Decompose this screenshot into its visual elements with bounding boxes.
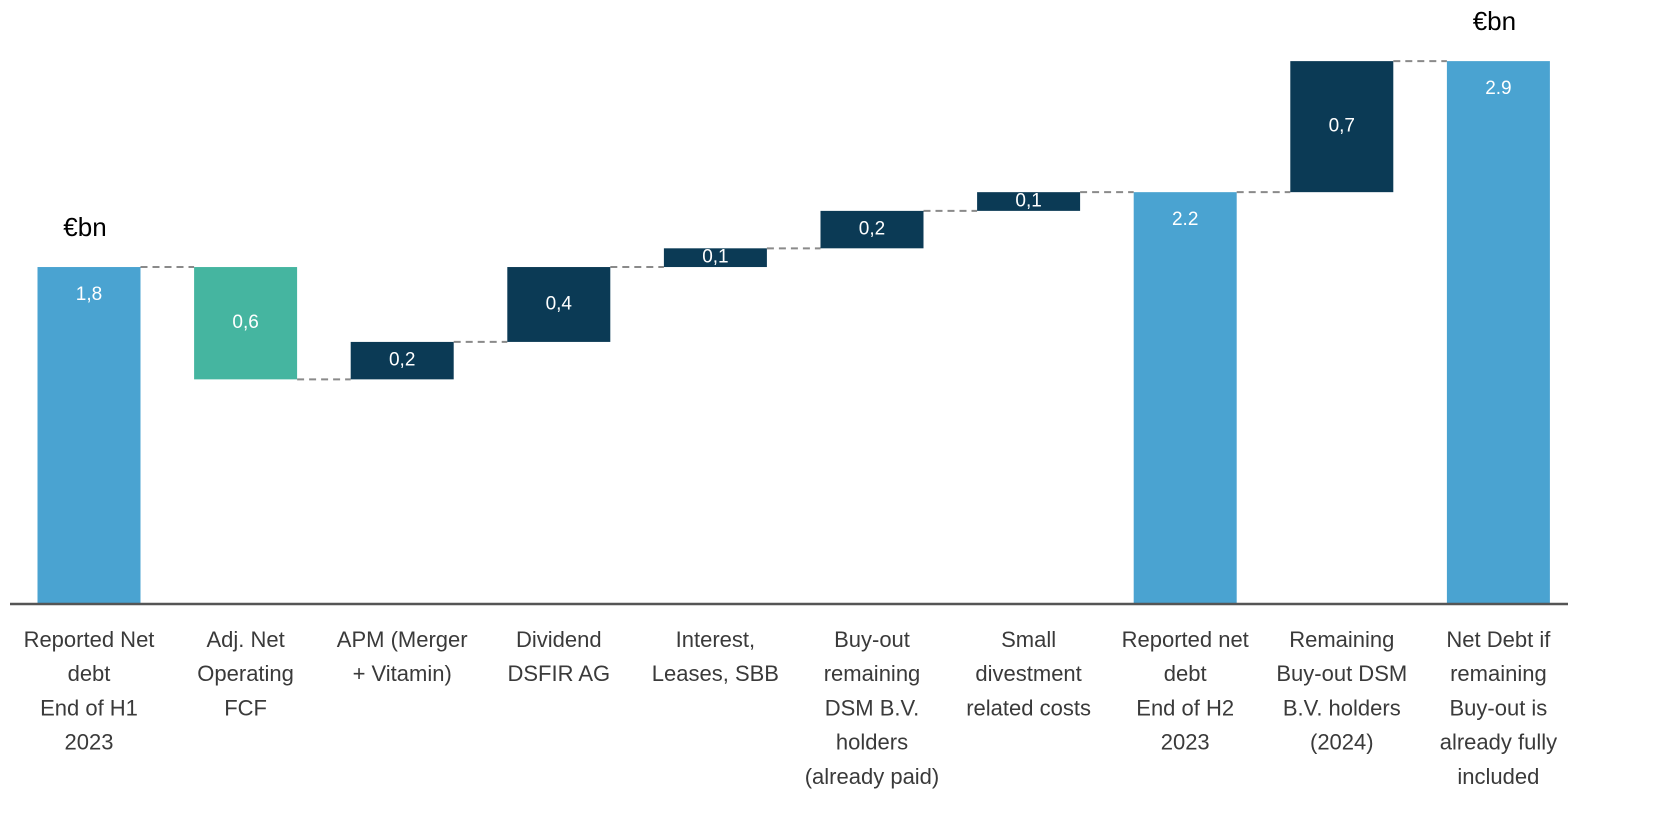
bar [1133,192,1237,604]
x-tick-label: 2023 [1161,730,1210,755]
x-tick-label: (2024) [1310,730,1374,755]
bar [977,192,1081,211]
x-tick-label: B.V. holders [1283,695,1401,720]
unit-label: €bn [1473,6,1516,36]
value-label: 0,1 [1015,191,1041,212]
x-tick-label: + Vitamin) [353,661,452,686]
x-tick-label: debt [68,661,111,686]
x-tick-label: remaining [824,661,921,686]
bar [194,267,298,380]
x-tick-label: Buy-out is [1449,695,1547,720]
x-tick-label: Reported net [1122,627,1249,652]
x-tick-label: Dividend [516,627,602,652]
x-tick-label: End of H2 [1136,695,1234,720]
x-tick-label: already fully [1440,730,1557,755]
x-tick-label: debt [1164,661,1207,686]
bar [1446,61,1550,605]
x-tick-label: Small [1001,627,1056,652]
value-label: 0,4 [546,293,573,314]
value-label: 0,2 [859,219,885,240]
x-tick-label: Remaining [1289,627,1394,652]
bar [350,341,454,380]
value-label: 0,2 [389,350,415,371]
bar [507,267,611,342]
x-tick-label: FCF [224,695,267,720]
x-tick-label: DSM B.V. [825,695,920,720]
x-tick-label: remaining [1450,661,1547,686]
x-tick-label: End of H1 [40,695,138,720]
x-tick-label: Buy-out [834,627,910,652]
x-tick-label: 2023 [65,730,114,755]
x-tick-label: Leases, SBB [652,661,779,686]
x-tick-label: Reported Net [24,627,155,652]
x-tick-label: related costs [966,695,1091,720]
value-label: 0,7 [1329,116,1355,137]
bar [1290,61,1394,193]
x-tick-label: Adj. Net [206,627,284,652]
value-label: 1,8 [76,284,102,305]
x-tick-label: Net Debt if [1446,627,1551,652]
value-label: 2.9 [1485,78,1511,99]
value-label: 0,6 [232,312,258,333]
x-tick-label: included [1457,764,1539,789]
bar [37,267,141,604]
bar [663,248,767,268]
unit-label: €bn [63,212,106,242]
x-tick-label: divestment [975,661,1081,686]
x-tick-label: APM (Merger [337,627,468,652]
x-tick-label: DSFIR AG [507,661,610,686]
bar [820,210,924,249]
value-label: 2.2 [1172,209,1198,230]
x-tick-label: (already paid) [805,764,940,789]
x-tick-label: Buy-out DSM [1276,661,1407,686]
x-tick-label: holders [836,730,908,755]
x-tick-label: Operating [197,661,294,686]
value-label: 0,1 [702,247,728,268]
x-tick-label: Interest, [676,627,755,652]
